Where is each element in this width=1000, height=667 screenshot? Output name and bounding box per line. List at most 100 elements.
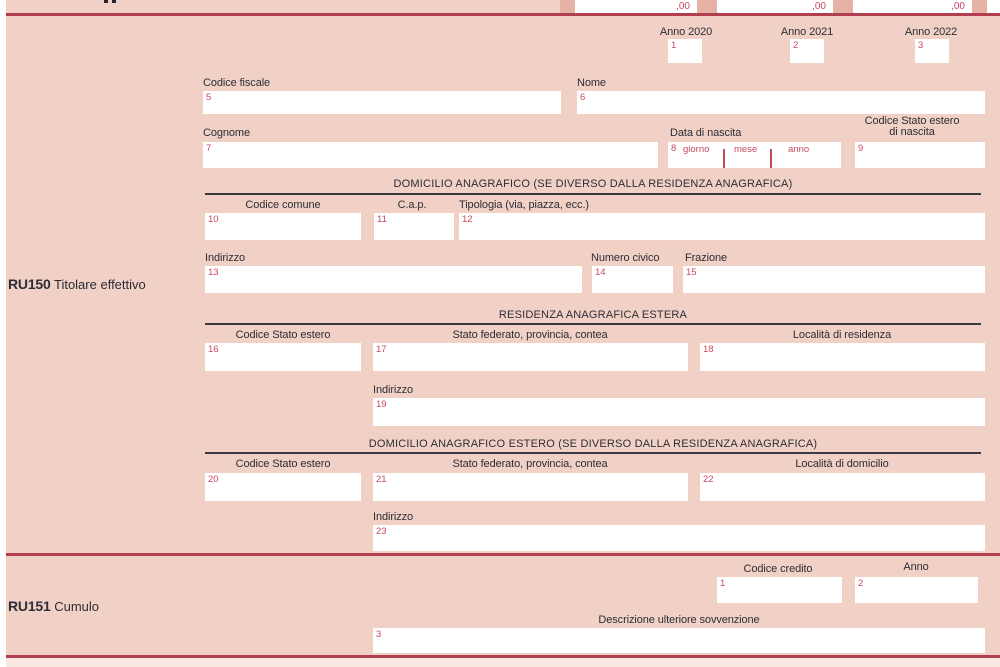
field-number: 21 <box>376 474 387 485</box>
indirizzo-label: Indirizzo <box>205 252 246 264</box>
field-cap[interactable]: 11 <box>374 213 454 240</box>
label-line: di nascita <box>889 126 935 138</box>
field-number: 8 <box>671 143 677 154</box>
form-bottom-strip <box>6 658 1000 667</box>
mese-label: mese <box>734 144 758 155</box>
field-number: 1 <box>720 578 726 589</box>
field-number: 5 <box>206 92 212 103</box>
field-stato-federato-residenza[interactable]: 17 <box>373 343 688 371</box>
field-indirizzo-domicilio-estero[interactable]: 23 <box>373 525 985 551</box>
tipologia-label: Tipologia (via, piazza, ecc.) <box>459 199 589 211</box>
amount-field[interactable]: ,00 <box>717 0 833 13</box>
domicilio-anagrafico-header: DOMICILIO ANAGRAFICO (SE DIVERSO DALLA R… <box>393 178 793 190</box>
field-codice-comune[interactable]: 10 <box>205 213 361 240</box>
field-number: 17 <box>376 344 387 355</box>
top-strip-separator <box>972 0 987 13</box>
localita-domicilio-label: Località di domicilio <box>795 458 889 470</box>
section-divider-rule <box>6 553 1000 556</box>
top-strip-separator <box>697 0 717 13</box>
field-anno-cumulo[interactable]: 2 <box>855 577 978 603</box>
field-number: 2 <box>858 578 864 589</box>
field-localita-domicilio[interactable]: 22 <box>700 473 985 501</box>
anno-2020-label: Anno 2020 <box>659 26 713 38</box>
field-tipologia[interactable]: 12 <box>459 213 985 240</box>
field-data-di-nascita[interactable]: 8 giorno mese anno <box>668 142 841 168</box>
codice-stato-estero-label: Codice Stato estero <box>235 329 331 341</box>
field-indirizzo-domicilio[interactable]: 13 <box>205 266 582 293</box>
amount-suffix: ,00 <box>812 1 826 12</box>
field-number: 12 <box>462 214 473 225</box>
cognome-label: Cognome <box>203 127 250 139</box>
field-anno-2022[interactable]: 3 <box>915 39 949 63</box>
field-nome[interactable]: 6 <box>577 91 985 114</box>
top-rule <box>6 13 1000 16</box>
field-anno-2020[interactable]: 1 <box>668 39 702 63</box>
field-number: 19 <box>376 399 387 410</box>
field-number: 22 <box>703 474 714 485</box>
ru150-code: RU150 <box>8 276 51 292</box>
codice-fiscale-label: Codice fiscale <box>203 77 271 89</box>
codice-comune-label: Codice comune <box>245 199 321 211</box>
field-number: 1 <box>671 40 677 51</box>
date-separator <box>770 149 772 168</box>
cap-label: C.a.p. <box>397 199 427 211</box>
field-anno-2021[interactable]: 2 <box>790 39 824 63</box>
date-separator <box>723 149 725 168</box>
top-strip-separator <box>560 0 575 13</box>
nome-label: Nome <box>577 77 606 89</box>
anno-label: anno <box>788 144 810 155</box>
codice-stato-estero-label: Codice Stato estero <box>235 458 331 470</box>
anno-2021-label: Anno 2021 <box>780 26 834 38</box>
data-di-nascita-label: Data di nascita <box>670 127 742 139</box>
anno-label: Anno <box>903 561 929 573</box>
localita-residenza-label: Località di residenza <box>792 329 892 341</box>
ru150-title: Titolare effettivo <box>53 277 146 292</box>
field-descrizione-sovvenzione[interactable]: 3 <box>373 628 985 653</box>
ru151-section-label: RU151 Cumulo <box>8 598 99 614</box>
stato-federato-label: Stato federato, provincia, contea <box>452 329 608 341</box>
stato-federato-label: Stato federato, provincia, contea <box>452 458 608 470</box>
field-number: 7 <box>206 143 212 154</box>
amount-field[interactable]: ,00 <box>575 0 697 13</box>
page-crop-artifact <box>104 0 108 3</box>
field-codice-stato-estero-nascita[interactable]: 9 <box>855 142 985 168</box>
field-number: 9 <box>858 143 864 154</box>
field-localita-residenza[interactable]: 18 <box>700 343 985 371</box>
codice-credito-label: Codice credito <box>743 563 813 575</box>
field-number: 14 <box>595 267 606 278</box>
ru151-title: Cumulo <box>54 599 100 614</box>
field-cognome[interactable]: 7 <box>203 142 658 168</box>
field-codice-fiscale[interactable]: 5 <box>203 91 561 114</box>
label-line: Codice Stato estero <box>864 115 960 127</box>
amount-suffix: ,00 <box>951 1 965 12</box>
field-codice-credito[interactable]: 1 <box>717 577 842 603</box>
field-codice-stato-estero-domicilio[interactable]: 20 <box>205 473 361 501</box>
field-number: 10 <box>208 214 219 225</box>
field-number: 2 <box>793 40 799 51</box>
field-numero-civico[interactable]: 14 <box>592 266 673 293</box>
field-number: 3 <box>918 40 924 51</box>
field-number: 15 <box>686 267 697 278</box>
field-stato-federato-domicilio[interactable]: 21 <box>373 473 688 501</box>
indirizzo-label: Indirizzo <box>373 384 414 396</box>
bottom-rule <box>6 655 1000 658</box>
field-number: 11 <box>377 214 387 225</box>
field-number: 16 <box>208 344 219 355</box>
field-frazione[interactable]: 15 <box>683 266 985 293</box>
field-codice-stato-estero-residenza[interactable]: 16 <box>205 343 361 371</box>
field-number: 23 <box>376 526 387 537</box>
amount-suffix: ,00 <box>676 1 690 12</box>
indirizzo-label: Indirizzo <box>373 511 414 523</box>
frazione-label: Frazione <box>685 252 727 264</box>
field-number: 6 <box>580 92 586 103</box>
amount-field-partial[interactable] <box>987 0 1000 13</box>
amount-field[interactable]: ,00 <box>853 0 972 13</box>
top-strip-separator <box>833 0 853 13</box>
field-number: 18 <box>703 344 714 355</box>
field-indirizzo-residenza-estera[interactable]: 19 <box>373 398 985 426</box>
anno-2022-label: Anno 2022 <box>904 26 958 38</box>
codice-stato-estero-nascita-label: Codice Stato estero di nascita <box>837 116 987 138</box>
section-underline <box>205 193 981 195</box>
descrizione-sovvenzione-label: Descrizione ulteriore sovvenzione <box>598 614 760 626</box>
